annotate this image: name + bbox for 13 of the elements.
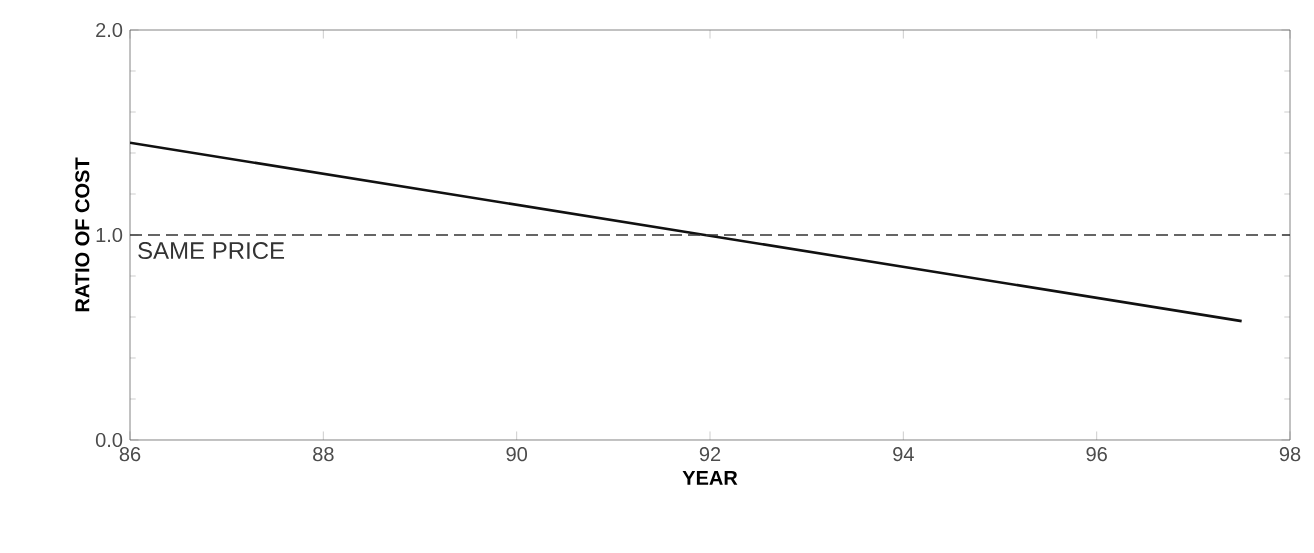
y-axis-title: RATIO OF COST — [75, 157, 90, 312]
x-tick-label: 98 — [1279, 447, 1301, 462]
x-tick-label: 90 — [506, 447, 528, 462]
y-tick-label: 2.0 — [96, 22, 123, 38]
ref-line-label: SAME PRICE — [138, 242, 285, 260]
x-tick-label: 92 — [699, 447, 721, 462]
y-tick-label: 1.0 — [96, 227, 123, 243]
x-tick-label: 88 — [313, 447, 334, 462]
y-tick-label: 0.0 — [95, 432, 123, 448]
x-tick-label: 96 — [1086, 447, 1107, 462]
x-axis-title: YEAR — [682, 470, 738, 485]
x-tick-label: 86 — [119, 447, 141, 462]
x-tick-label: 94 — [893, 447, 914, 462]
